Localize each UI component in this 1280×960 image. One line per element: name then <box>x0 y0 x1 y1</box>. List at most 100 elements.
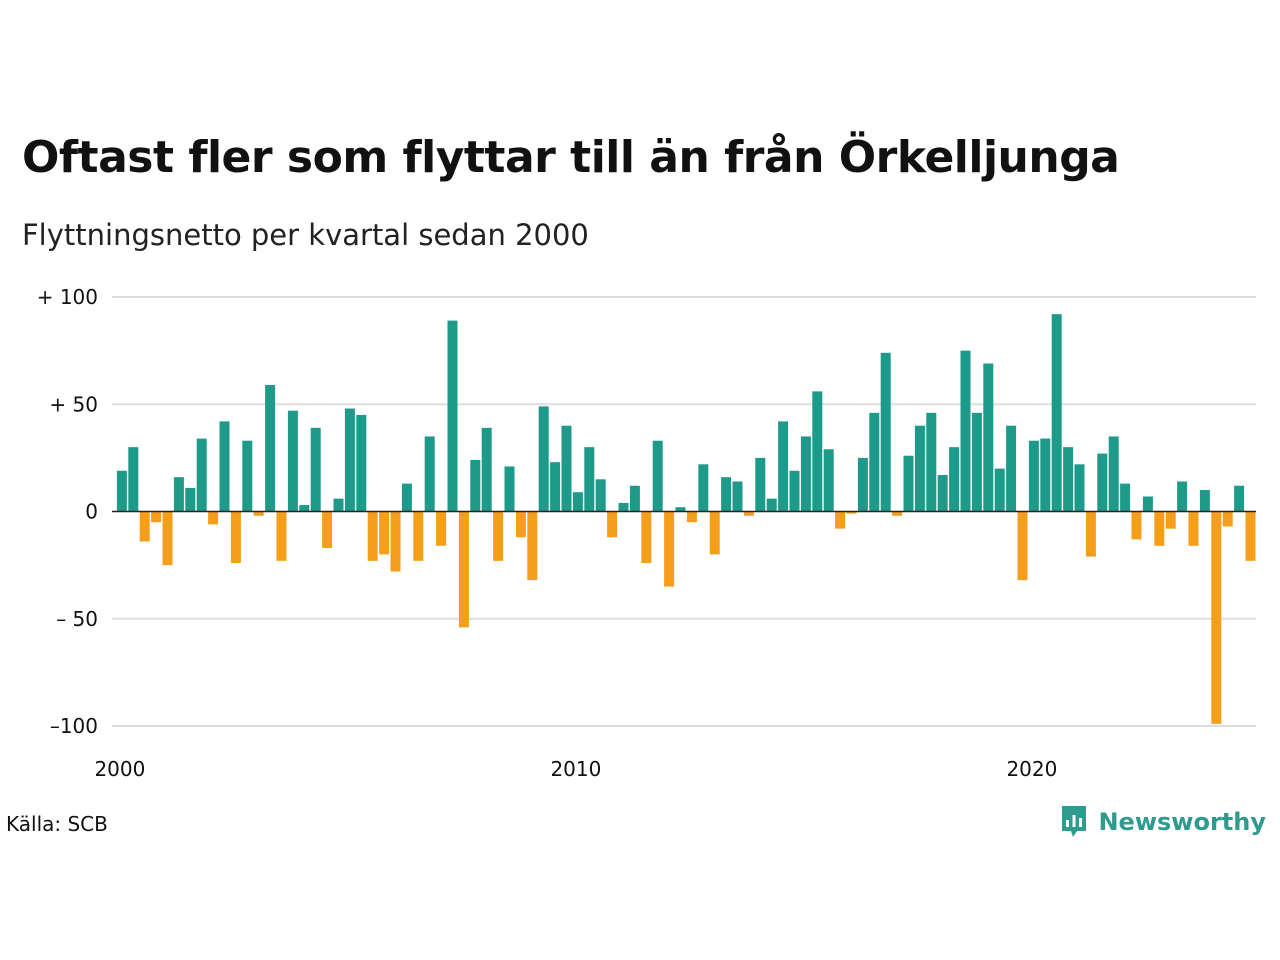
bar <box>481 427 492 512</box>
bar <box>208 511 219 525</box>
y-tick-label: + 50 <box>49 392 98 416</box>
bar <box>287 410 298 512</box>
newsworthy-logo-icon <box>1062 806 1087 837</box>
bar <box>139 511 150 542</box>
bar-chart: + 100 + 50 0 – 50 –100 2000 2010 2020 <box>37 285 1256 781</box>
bar <box>413 511 424 561</box>
bar <box>880 352 891 512</box>
bar <box>1211 511 1222 724</box>
bar <box>1199 490 1210 512</box>
bar <box>949 447 960 512</box>
bar <box>755 457 766 512</box>
x-tick-label: 2020 <box>1006 757 1057 781</box>
bar <box>675 507 686 512</box>
bar <box>515 511 526 538</box>
bar <box>1188 511 1199 546</box>
bar <box>607 511 618 538</box>
bar <box>595 479 606 512</box>
bar <box>1154 511 1165 546</box>
bar <box>1131 511 1142 540</box>
y-tick-label: – 50 <box>56 607 98 631</box>
bar <box>424 436 435 512</box>
bar <box>253 511 264 516</box>
bar <box>367 511 378 561</box>
bar <box>709 511 720 555</box>
bar <box>823 449 834 512</box>
bar <box>1165 511 1176 529</box>
bar <box>219 421 230 512</box>
bar <box>196 438 207 512</box>
bar <box>766 498 777 512</box>
bar <box>994 468 1005 512</box>
bar <box>242 440 253 512</box>
bar <box>983 363 994 512</box>
bar <box>1222 511 1233 527</box>
bar <box>1120 483 1131 512</box>
bar <box>800 436 811 512</box>
bar <box>1234 485 1245 512</box>
brand-name: Newsworthy <box>1098 808 1266 836</box>
bar <box>584 447 595 512</box>
bar <box>572 492 583 512</box>
bar <box>1006 425 1017 512</box>
bar <box>903 455 914 512</box>
bar <box>812 391 823 512</box>
x-tick-label: 2000 <box>94 757 145 781</box>
x-axis-ticks: 2000 2010 2020 <box>94 757 1057 781</box>
bar <box>1028 440 1039 512</box>
bar <box>732 481 743 512</box>
chart-subtitle: Flyttningsnetto per kvartal sedan 2000 <box>22 218 589 252</box>
bar <box>618 502 629 512</box>
bar <box>299 505 310 512</box>
bar <box>344 408 355 512</box>
y-axis-ticks: + 100 + 50 0 – 50 –100 <box>37 285 98 738</box>
bar <box>527 511 538 581</box>
bar <box>846 511 857 514</box>
y-tick-label: 0 <box>85 500 98 524</box>
bar <box>493 511 504 561</box>
bar <box>265 384 276 512</box>
bar <box>1040 438 1051 512</box>
bar <box>937 475 948 512</box>
bar <box>116 470 127 512</box>
bar <box>664 511 675 587</box>
bar <box>721 477 732 512</box>
bar <box>641 511 652 563</box>
bar <box>960 350 971 512</box>
bar <box>504 466 515 512</box>
bar <box>652 440 663 512</box>
bar <box>869 412 880 512</box>
brand: Newsworthy <box>1060 804 1266 840</box>
bar <box>401 483 412 512</box>
bar <box>629 485 640 512</box>
bar <box>322 511 333 548</box>
bar <box>333 498 344 512</box>
bar <box>1063 447 1074 512</box>
bar <box>185 487 196 512</box>
bar <box>1074 464 1085 512</box>
bar <box>743 511 754 516</box>
bar <box>1017 511 1028 581</box>
bar <box>356 414 367 512</box>
bar <box>926 412 937 512</box>
bar <box>971 412 982 512</box>
bar <box>151 511 162 523</box>
bar <box>310 427 321 512</box>
bar <box>230 511 241 563</box>
bar <box>447 320 458 512</box>
source-note: Källa: SCB <box>6 812 108 836</box>
bar <box>458 511 469 628</box>
bar <box>914 425 925 512</box>
bar <box>390 511 401 572</box>
bar <box>1085 511 1096 557</box>
bar <box>778 421 789 512</box>
bar <box>892 511 903 516</box>
bar <box>1142 496 1153 512</box>
bar <box>538 406 549 512</box>
bar <box>835 511 846 529</box>
bar <box>1051 314 1062 512</box>
bar <box>1108 436 1119 512</box>
bar <box>1097 453 1108 512</box>
chart-title: Oftast fler som flyttar till än från Örk… <box>22 132 1120 183</box>
bar <box>436 511 447 546</box>
